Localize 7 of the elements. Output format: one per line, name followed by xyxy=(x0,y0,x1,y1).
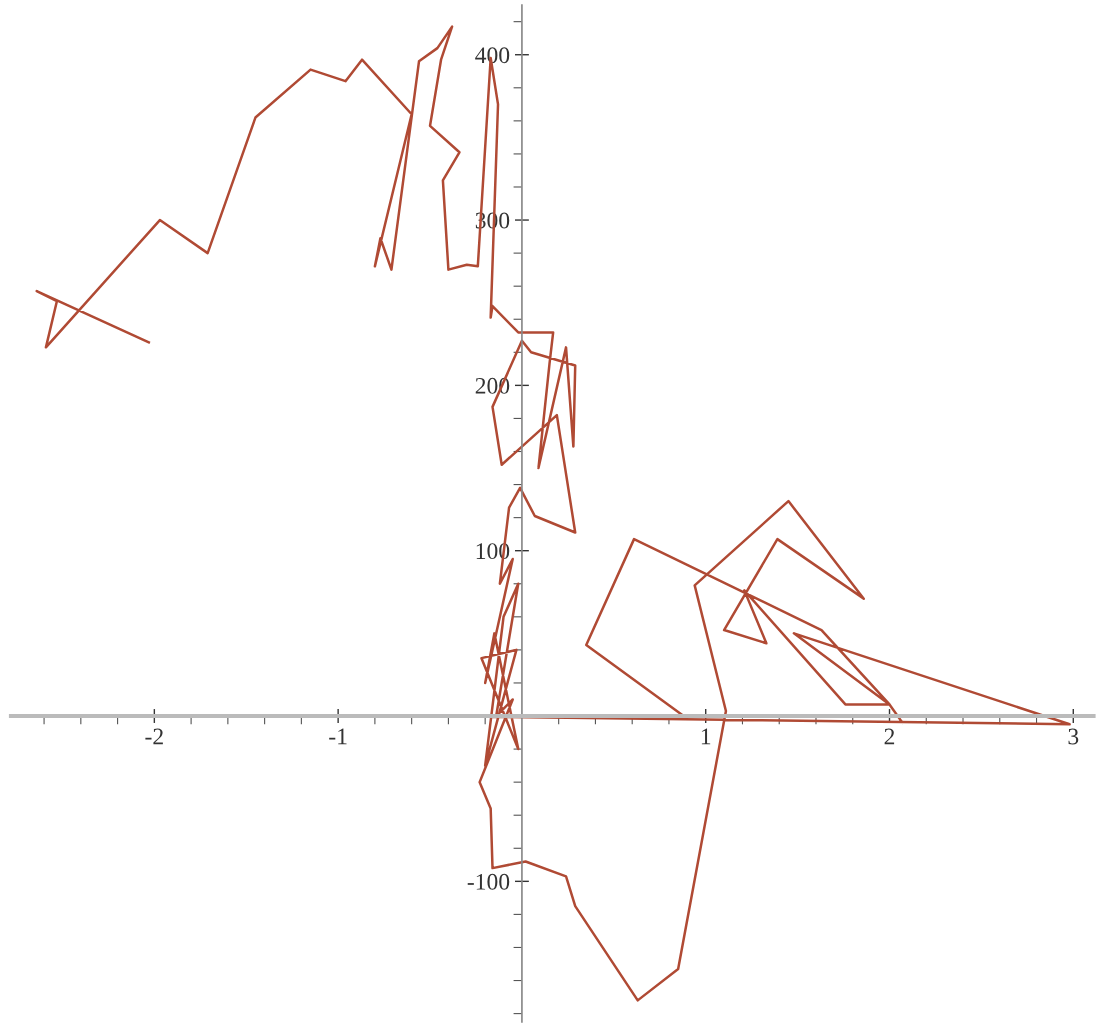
x-tick-label: -2 xyxy=(145,728,163,745)
x-tick-label: 2 xyxy=(884,728,895,745)
y-tick-label: 400 xyxy=(475,47,510,64)
x-tick-label: -1 xyxy=(329,728,347,745)
x-tick-label: 1 xyxy=(701,728,711,745)
x-tick-label: 3 xyxy=(1068,728,1079,745)
y-tick-label: -100 xyxy=(467,873,510,890)
